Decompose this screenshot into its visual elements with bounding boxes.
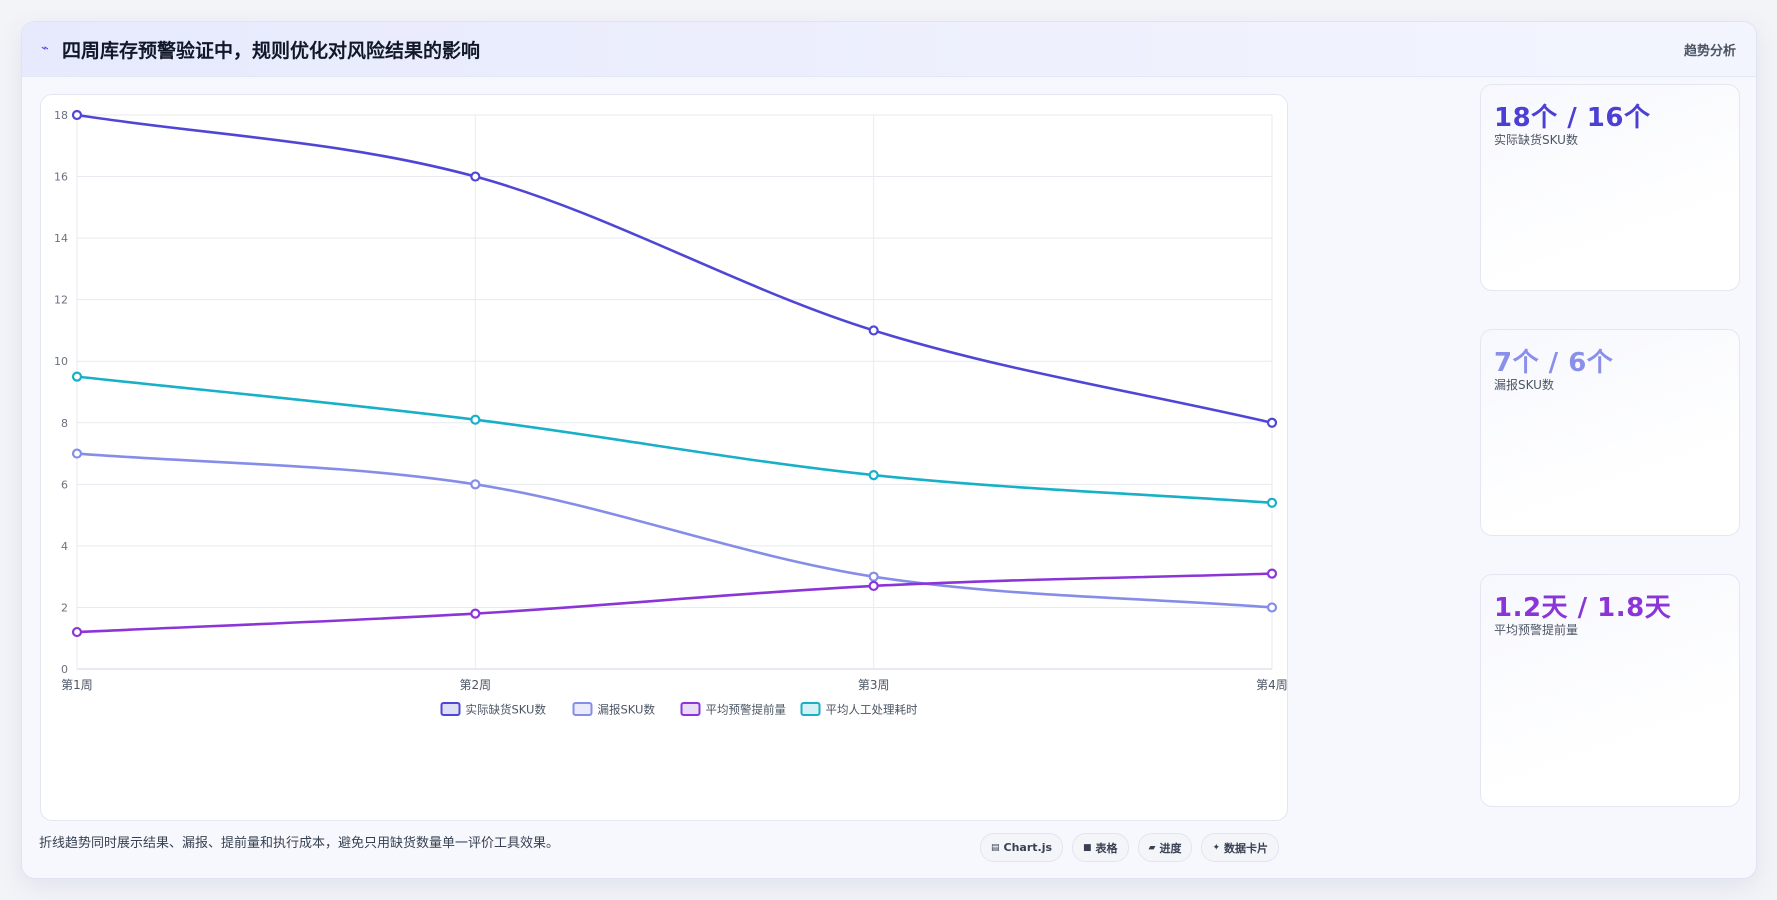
legend-swatch xyxy=(680,702,701,716)
data-point xyxy=(71,371,83,382)
data-point xyxy=(868,325,879,336)
y-tick-label: 2 xyxy=(61,601,68,614)
view-toolbar: ▤ Chart.js ■ 表格 ▰ 进度 ✦ 数据卡片 xyxy=(980,833,1280,862)
legend-label: 漏报SKU数 xyxy=(598,703,656,717)
data-point xyxy=(1266,417,1278,428)
chart-icon: ▤ xyxy=(991,842,1000,853)
x-tick-label: 第1周 xyxy=(61,678,93,692)
stat-card-lead-time: 1.2天 / 1.8天 平均预警提前量 xyxy=(1480,574,1740,807)
y-tick-label: 4 xyxy=(61,540,68,553)
y-tick-label: 18 xyxy=(54,109,68,122)
stat-card-missed: 7个 / 6个 漏报SKU数 xyxy=(1480,329,1740,536)
series-line xyxy=(76,113,1273,425)
table-icon: ■ xyxy=(1083,842,1092,853)
stat-value: 7个 / 6个 xyxy=(1494,348,1614,378)
series-line xyxy=(76,452,1273,609)
button-label: 数据卡片 xyxy=(1224,841,1269,855)
data-point xyxy=(470,414,481,425)
y-tick-label: 10 xyxy=(54,355,68,368)
pulse-icon: ⌁ xyxy=(41,41,49,56)
button-label: 表格 xyxy=(1095,841,1118,855)
legend-label: 平均人工处理耗时 xyxy=(826,703,918,717)
stat-value: 18个 / 16个 xyxy=(1494,103,1651,133)
chart-panel: 0 2 4 6 8 10 12 14 16 18 第1周 第2周 第3周 第4周实际缺货SKU数 漏报SKU… xyxy=(40,94,1288,821)
y-tick-label: 12 xyxy=(54,294,68,307)
x-tick-label: 第3周 xyxy=(858,678,890,692)
data-point xyxy=(1266,568,1278,579)
x-tick-label: 第2周 xyxy=(460,678,492,692)
data-point xyxy=(71,448,83,459)
progress-button[interactable]: ▰ 进度 xyxy=(1137,833,1193,862)
progress-icon: ▰ xyxy=(1148,842,1156,853)
data-point xyxy=(868,580,879,591)
y-tick-label: 8 xyxy=(61,417,68,430)
data-point xyxy=(470,479,481,490)
y-tick-label: 16 xyxy=(54,171,68,184)
data-point xyxy=(868,470,879,481)
page-title: 四周库存预警验证中，规则优化对风险结果的影响 xyxy=(62,40,481,62)
y-tick-label: 0 xyxy=(61,663,68,676)
data-point xyxy=(1266,497,1278,508)
stat-value: 1.2天 / 1.8天 xyxy=(1494,593,1672,623)
data-point xyxy=(470,171,481,182)
series-line xyxy=(76,375,1273,505)
series-line xyxy=(76,572,1273,634)
footer-note: 折线趋势同时展示结果、漏报、提前量和执行成本，避免只用缺货数量单一评价工具效果。 xyxy=(39,836,560,851)
stat-card-stockout: 18个 / 16个 实际缺货SKU数 xyxy=(1480,84,1740,291)
table-button[interactable]: ■ 表格 xyxy=(1072,833,1129,862)
dashboard-card: ⌁ 四周库存预警验证中，规则优化对风险结果的影响 趋势分析 0 2 4 6 8 10 12 1… xyxy=(21,21,1757,879)
stat-label: 漏报SKU数 xyxy=(1494,378,1554,392)
stat-label: 实际缺货SKU数 xyxy=(1494,133,1578,147)
stat-label: 平均预警提前量 xyxy=(1494,623,1579,637)
data-point xyxy=(1266,602,1278,613)
card-icon: ✦ xyxy=(1212,842,1221,853)
data-point xyxy=(71,626,83,638)
data-point xyxy=(868,571,879,582)
y-tick-label: 6 xyxy=(61,478,68,491)
chartjs-button[interactable]: ▤ Chart.js xyxy=(980,833,1064,862)
legend-swatch xyxy=(800,702,821,716)
data-card-button[interactable]: ✦ 数据卡片 xyxy=(1201,833,1280,862)
legend-swatch xyxy=(440,702,461,716)
legend-label: 平均预警提前量 xyxy=(706,703,787,717)
button-label: 进度 xyxy=(1159,841,1182,855)
data-point xyxy=(71,109,83,121)
legend-label: 实际缺货SKU数 xyxy=(466,703,547,717)
data-point xyxy=(470,608,481,619)
button-label: Chart.js xyxy=(1003,841,1053,854)
card-header: ⌁ 四周库存预警验证中，规则优化对风险结果的影响 趋势分析 xyxy=(22,22,1756,77)
x-tick-label: 第4周 xyxy=(1256,678,1287,692)
legend-swatch xyxy=(572,702,593,716)
y-tick-label: 14 xyxy=(54,232,68,245)
trend-analysis-link[interactable]: 趋势分析 xyxy=(1683,44,1736,59)
